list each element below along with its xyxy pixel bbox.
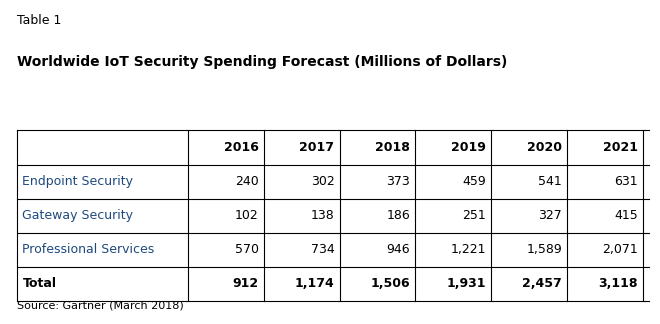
- Text: Worldwide IoT Security Spending Forecast (Millions of Dollars): Worldwide IoT Security Spending Forecast…: [17, 55, 508, 69]
- Text: 138: 138: [311, 209, 335, 222]
- Text: 373: 373: [387, 175, 411, 188]
- Text: 102: 102: [235, 209, 259, 222]
- Text: 631: 631: [614, 175, 638, 188]
- Text: 2018: 2018: [376, 141, 411, 154]
- Text: 734: 734: [311, 243, 335, 256]
- Text: 240: 240: [235, 175, 259, 188]
- Text: 3,118: 3,118: [598, 277, 638, 290]
- Text: 1,174: 1,174: [294, 277, 335, 290]
- Text: 327: 327: [538, 209, 562, 222]
- Text: 415: 415: [614, 209, 638, 222]
- Text: Source: Gartner (March 2018): Source: Gartner (March 2018): [17, 300, 184, 310]
- Text: 459: 459: [462, 175, 486, 188]
- Text: 2016: 2016: [224, 141, 259, 154]
- Text: 570: 570: [234, 243, 259, 256]
- Text: 2020: 2020: [527, 141, 562, 154]
- Text: 912: 912: [232, 277, 259, 290]
- Text: 2019: 2019: [451, 141, 486, 154]
- Text: 2,457: 2,457: [522, 277, 562, 290]
- Text: 251: 251: [462, 209, 486, 222]
- Text: 2,071: 2,071: [602, 243, 638, 256]
- Text: Total: Total: [22, 277, 56, 290]
- Text: Gateway Security: Gateway Security: [22, 209, 133, 222]
- Text: Professional Services: Professional Services: [22, 243, 154, 256]
- Text: 946: 946: [387, 243, 411, 256]
- Text: Endpoint Security: Endpoint Security: [22, 175, 133, 188]
- Text: 2021: 2021: [603, 141, 638, 154]
- Text: 1,221: 1,221: [451, 243, 486, 256]
- Text: 541: 541: [538, 175, 562, 188]
- Text: 186: 186: [387, 209, 411, 222]
- Text: Table 1: Table 1: [17, 14, 61, 27]
- Text: 2017: 2017: [300, 141, 335, 154]
- Text: 1,589: 1,589: [526, 243, 562, 256]
- Text: 1,931: 1,931: [447, 277, 486, 290]
- Text: 302: 302: [311, 175, 335, 188]
- Text: 1,506: 1,506: [371, 277, 411, 290]
